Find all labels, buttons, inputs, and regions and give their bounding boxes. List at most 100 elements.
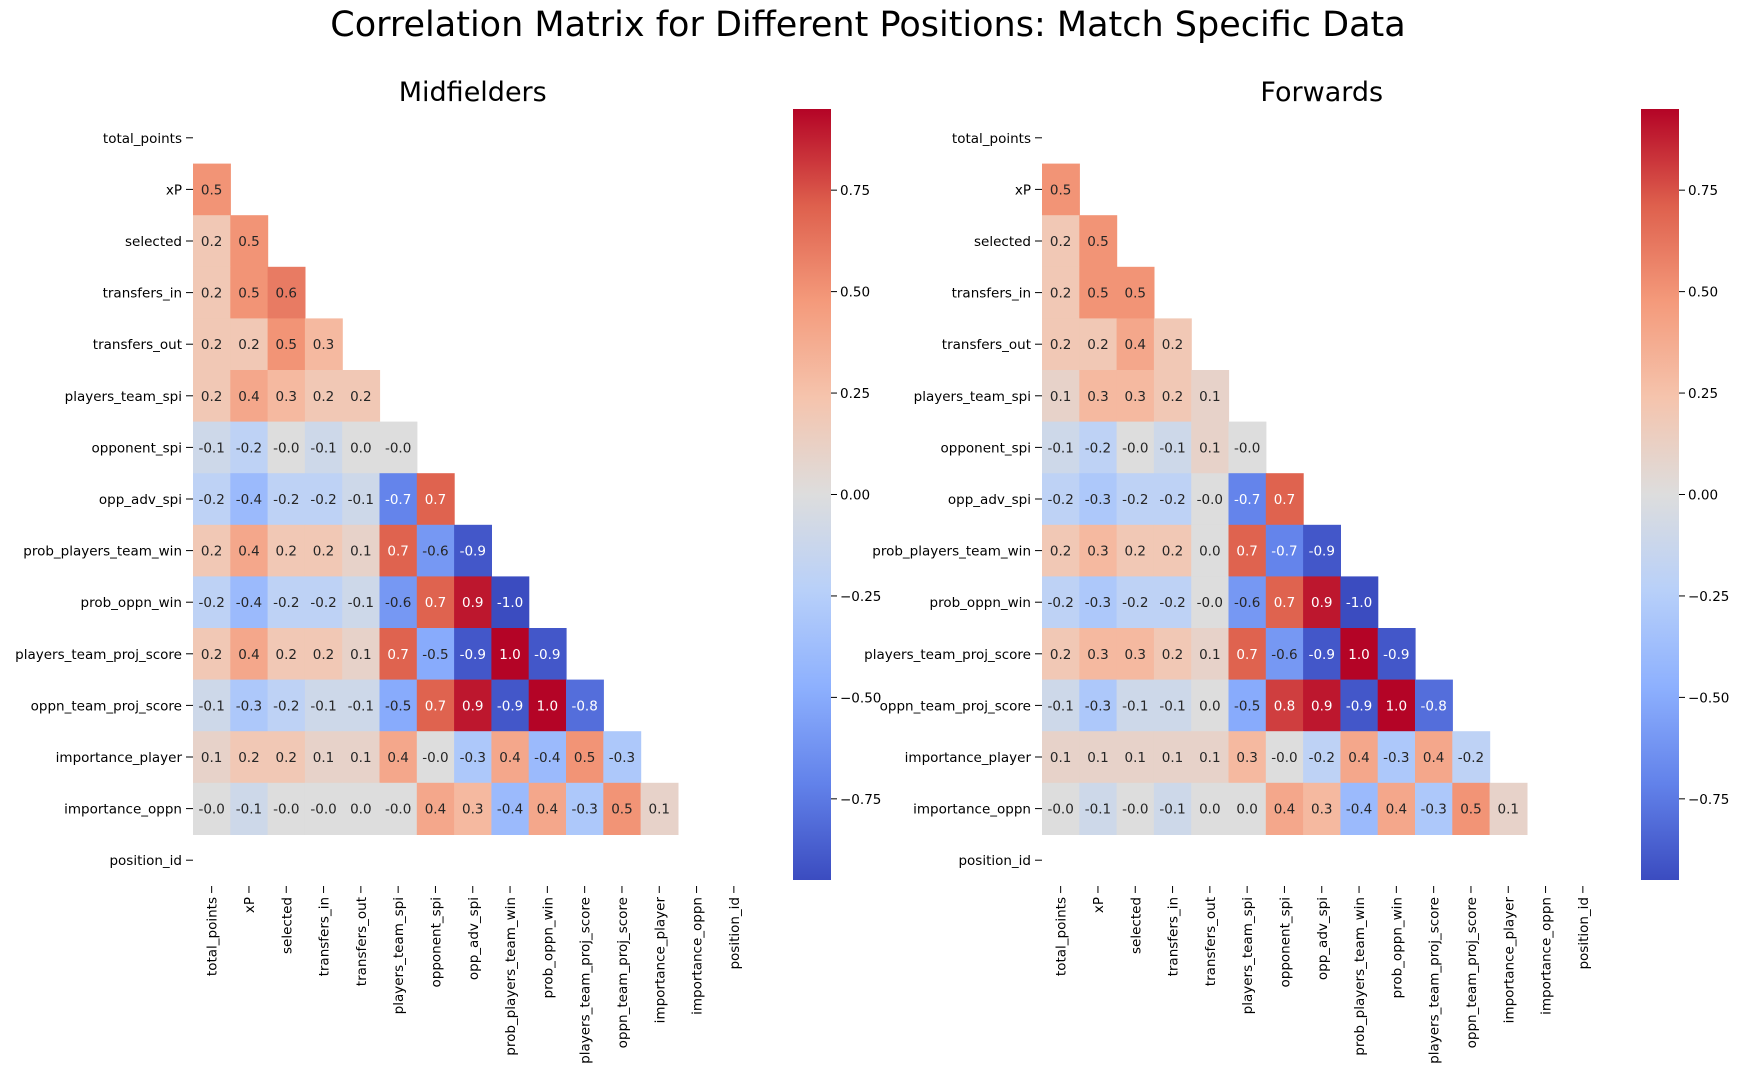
heatmap-cell	[267, 318, 306, 371]
cell-value-label: 0.2	[313, 647, 334, 663]
cell-value-label: -0.3	[1085, 492, 1111, 508]
heatmap-cell	[1415, 731, 1453, 784]
heatmap-cell	[1191, 421, 1230, 474]
heatmap-cell	[342, 679, 381, 732]
cell-value-label: 0.7	[425, 698, 446, 714]
x-tick-label: total_points	[205, 897, 221, 976]
cell-value-label: 0.2	[313, 544, 334, 560]
y-tick-label: prob_oppn_win	[930, 595, 1031, 611]
cell-value-label: -0.2	[1309, 750, 1335, 766]
cell-value-label: 0.2	[313, 389, 334, 405]
heatmap-cell	[491, 628, 530, 681]
heatmap-cell	[1079, 370, 1118, 423]
x-tick-label: selected	[1128, 897, 1144, 954]
heatmap-cell	[193, 266, 231, 319]
cell-value-label: 0.4	[1423, 750, 1444, 766]
cell-value-label: 0.1	[1125, 750, 1146, 766]
x-tick-label: players_team_spi	[1240, 897, 1256, 1014]
heatmap-cell	[342, 370, 381, 423]
heatmap-cell	[1303, 679, 1341, 732]
cell-value-label: 0.1	[350, 750, 371, 766]
panel-title: Midfielders	[399, 77, 547, 108]
cell-value-label: 0.1	[1199, 440, 1220, 456]
heatmap-cell	[1079, 731, 1118, 784]
cell-value-label: 0.3	[462, 802, 483, 818]
heatmap-cell	[416, 473, 455, 526]
heatmap-cell	[491, 782, 530, 835]
y-tick-label: prob_oppn_win	[81, 595, 182, 611]
heatmap-cell	[1079, 524, 1118, 577]
cell-value-label: 0.5	[238, 234, 259, 250]
forwards-heatmap-panel: Forwards 0.5 0.2 0.5 0.2 0.5 0.5 0.2 0.2 0.4 0.2 0.…	[864, 77, 1729, 1064]
cell-value-label: -0.2	[236, 440, 262, 456]
cell-value-label: -1.0	[497, 595, 523, 611]
cell-value-label: 0.2	[1162, 647, 1183, 663]
cell-value-label: 0.5	[611, 802, 632, 818]
heatmap-cell	[1228, 524, 1267, 577]
heatmap-cell	[1153, 318, 1192, 371]
heatmap-cell	[342, 421, 381, 474]
heatmap-cell	[1116, 266, 1155, 319]
heatmap-cell	[1153, 782, 1192, 835]
cell-value-label: 0.5	[1087, 286, 1108, 302]
cell-value-label: -0.0	[1122, 802, 1148, 818]
heatmap-cell	[566, 679, 604, 732]
cell-value-label: 0.2	[350, 389, 371, 405]
cell-value-label: -0.0	[1234, 440, 1260, 456]
y-tick-label: importance_player	[56, 750, 183, 766]
heatmap-cell	[454, 782, 492, 835]
cell-value-label: 0.5	[238, 286, 259, 302]
heatmap-cell	[267, 266, 306, 319]
cell-value-label: 0.4	[499, 750, 520, 766]
heatmap-cell	[1153, 421, 1192, 474]
heatmap-cell	[193, 473, 231, 526]
cell-value-label: 0.7	[425, 595, 446, 611]
cell-value-label: 0.5	[1460, 802, 1481, 818]
heatmap-cell	[1191, 576, 1230, 629]
cell-value-label: 0.7	[1236, 647, 1257, 663]
heatmap-cell	[342, 731, 381, 784]
x-tick-label: opponent_spi	[1277, 897, 1293, 987]
heatmap-cell	[193, 576, 231, 629]
heatmap-cell	[1079, 679, 1118, 732]
heatmap-cell	[193, 628, 231, 681]
heatmap-cell	[1228, 782, 1267, 835]
heatmap-cell	[230, 215, 269, 268]
heatmap-cell	[454, 628, 492, 681]
cell-value-label: 0.1	[1050, 389, 1071, 405]
cell-value-label: 0.4	[387, 750, 408, 766]
heatmap-cell	[491, 576, 530, 629]
cell-value-label: -0.5	[422, 647, 448, 663]
cell-value-label: 0.2	[1125, 544, 1146, 560]
cell-value-label: 0.2	[1050, 544, 1071, 560]
cell-value-label: 0.2	[1050, 337, 1071, 353]
cell-value-label: -0.9	[1309, 544, 1335, 560]
cell-value-label: 0.3	[1087, 544, 1108, 560]
cell-value-label: -0.0	[1047, 802, 1073, 818]
heatmap-cell	[1042, 266, 1080, 319]
heatmap-cell	[342, 576, 381, 629]
cell-value-label: 0.5	[276, 337, 297, 353]
heatmap-cell	[379, 782, 418, 835]
heatmap-cell	[304, 524, 343, 577]
cell-value-label: -0.9	[1309, 647, 1335, 663]
x-tick-label: importance_player	[652, 897, 668, 1024]
heatmap-cell	[230, 421, 269, 474]
cell-value-label: 0.3	[1087, 647, 1108, 663]
cell-value-label: -0.1	[1159, 802, 1185, 818]
cell-value-label: -0.2	[1159, 492, 1185, 508]
cell-value-label: -0.7	[1271, 544, 1297, 560]
y-tick-label: position_id	[958, 853, 1031, 869]
cell-value-label: 0.7	[387, 544, 408, 560]
y-tick-label: players_team_spi	[914, 389, 1031, 405]
cell-value-label: -0.2	[198, 492, 224, 508]
cell-value-label: -0.9	[534, 647, 560, 663]
cell-value-label: 0.4	[238, 647, 259, 663]
heatmap-cell	[416, 782, 455, 835]
cell-value-label: -0.2	[1047, 595, 1073, 611]
heatmap-cell	[379, 731, 418, 784]
heatmap-cell	[1079, 628, 1118, 681]
heatmap-cell	[1153, 731, 1192, 784]
cell-value-label: 0.3	[1125, 647, 1146, 663]
heatmap-cell	[267, 473, 306, 526]
